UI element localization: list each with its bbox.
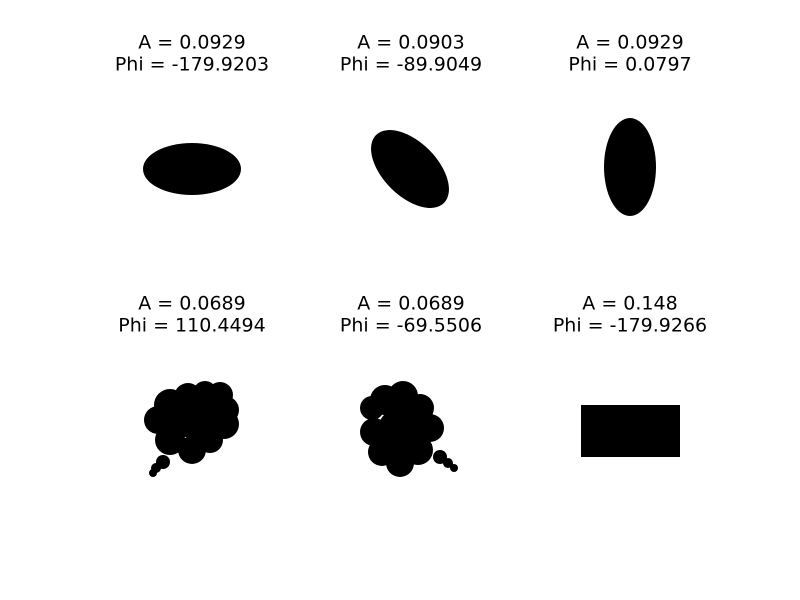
shape-ellipse	[604, 118, 656, 216]
panel-title: Phi = -179.9266	[553, 315, 707, 337]
panel-title: Phi = -89.9049	[340, 54, 482, 76]
panel-title: A = 0.0929	[576, 32, 683, 54]
panel-title: A = 0.0689	[357, 293, 464, 315]
shape-ellipse	[371, 130, 449, 208]
panel-title: A = 0.0929	[138, 32, 245, 54]
panel-title: Phi = -179.9203	[115, 54, 269, 76]
panel-title: Phi = -69.5506	[340, 315, 482, 337]
panel-title: Phi = 0.0797	[568, 54, 691, 76]
shape-blob	[360, 381, 458, 477]
panel-title: A = 0.148	[582, 293, 677, 315]
panel-title: Phi = 110.4494	[118, 315, 265, 337]
shape-rectangle	[581, 405, 680, 457]
panel-title: A = 0.0689	[138, 293, 245, 315]
shape-ellipse	[143, 143, 241, 195]
panel-title: A = 0.0903	[357, 32, 464, 54]
shape-blob	[144, 381, 239, 477]
